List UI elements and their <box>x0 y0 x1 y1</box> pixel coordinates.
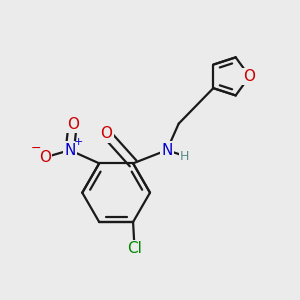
Text: −: − <box>31 142 41 155</box>
Text: O: O <box>67 117 79 132</box>
Text: +: + <box>73 137 83 147</box>
Text: O: O <box>100 126 112 141</box>
Text: N: N <box>64 142 76 158</box>
Text: H: H <box>180 149 189 163</box>
Text: N: N <box>161 142 172 158</box>
Text: O: O <box>39 150 51 165</box>
Text: Cl: Cl <box>127 241 142 256</box>
Text: O: O <box>244 69 256 84</box>
